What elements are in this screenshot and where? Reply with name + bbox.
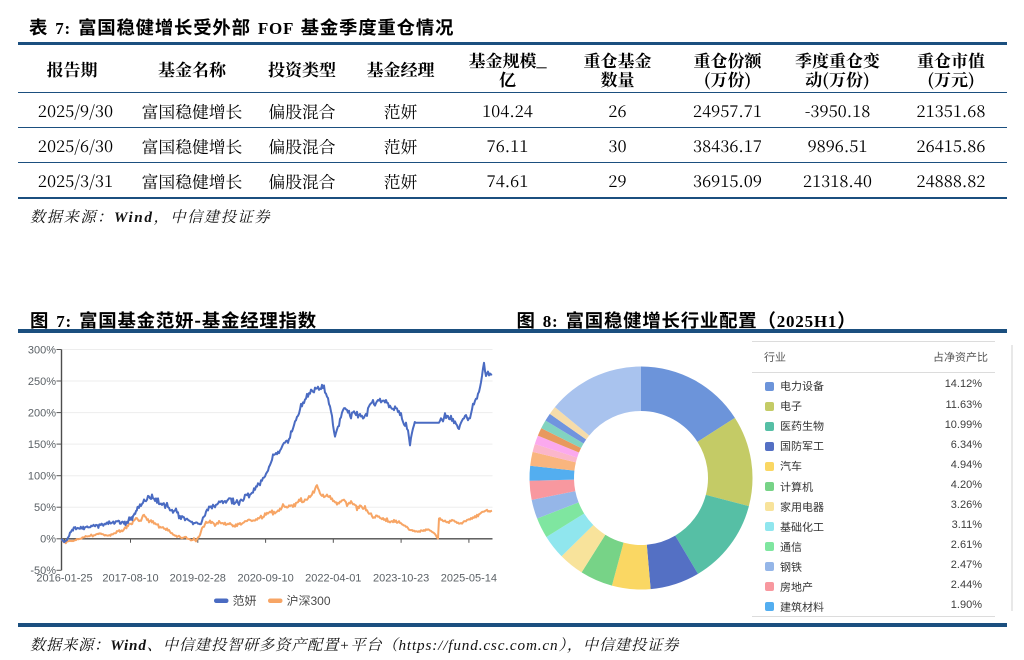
- svg-text:300%: 300%: [28, 344, 56, 356]
- svg-text:范妍: 范妍: [233, 594, 257, 608]
- svg-text:沪深300: 沪深300: [287, 594, 331, 608]
- svg-text:2019-02-28: 2019-02-28: [170, 573, 226, 585]
- svg-text:0%: 0%: [40, 534, 56, 546]
- svg-text:2023-10-23: 2023-10-23: [373, 573, 429, 585]
- svg-text:150%: 150%: [28, 439, 56, 451]
- svg-text:50%: 50%: [34, 502, 56, 514]
- svg-text:-50%: -50%: [30, 565, 56, 577]
- svg-text:2017-08-10: 2017-08-10: [102, 573, 158, 585]
- svg-text:2022-04-01: 2022-04-01: [305, 573, 361, 585]
- svg-text:2025-05-14: 2025-05-14: [441, 573, 497, 585]
- svg-text:2020-09-10: 2020-09-10: [237, 573, 293, 585]
- svg-text:250%: 250%: [28, 376, 56, 388]
- svg-text:100%: 100%: [28, 471, 56, 483]
- svg-text:2016-01-25: 2016-01-25: [36, 573, 92, 585]
- svg-text:200%: 200%: [28, 407, 56, 419]
